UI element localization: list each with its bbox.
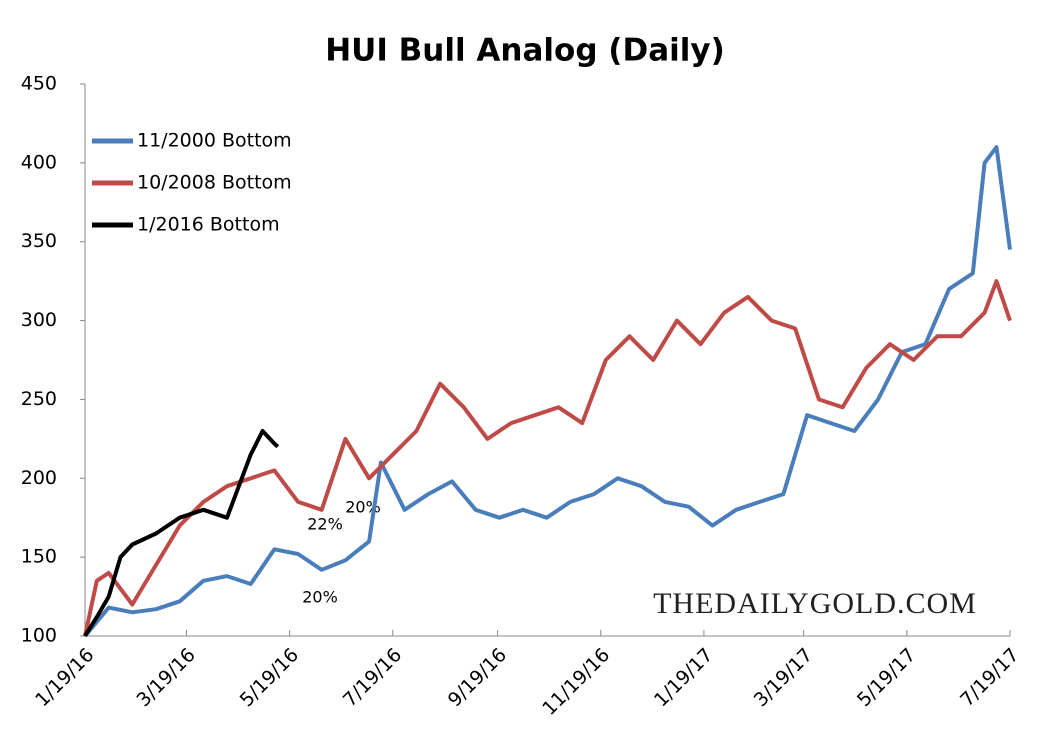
- x-tick-label: 3/19/16: [133, 644, 200, 711]
- x-tick-label: 9/19/16: [444, 644, 511, 711]
- x-tick-label: 7/19/17: [956, 644, 1023, 711]
- chart-title: HUI Bull Analog (Daily): [325, 33, 725, 69]
- y-tick-label: 100: [21, 625, 57, 647]
- x-tick-label: 1/19/17: [650, 644, 717, 711]
- legend-label: 11/2000 Bottom: [137, 130, 292, 152]
- y-tick-label: 450: [21, 73, 57, 95]
- y-tick-label: 400: [21, 151, 57, 173]
- series-line: [83, 429, 280, 638]
- x-tick-label: 1/19/16: [31, 644, 98, 711]
- y-tick-label: 200: [21, 467, 57, 489]
- x-tick-label: 5/19/16: [236, 644, 303, 711]
- annotation: 20%: [302, 588, 338, 607]
- series-line: [83, 145, 1012, 638]
- annotation: 22%: [307, 515, 343, 534]
- legend-label: 10/2008 Bottom: [137, 172, 292, 194]
- y-tick-label: 250: [21, 388, 57, 410]
- legend-label: 1/2016 Bottom: [137, 214, 280, 236]
- x-tick-label: 11/19/16: [538, 644, 614, 720]
- y-tick-label: 350: [21, 230, 57, 252]
- watermark: THEDAILYGOLD.COM: [653, 587, 977, 620]
- y-tick-label: 300: [21, 309, 57, 331]
- series-line: [83, 279, 1012, 637]
- x-tick-label: 5/19/17: [853, 644, 920, 711]
- y-tick-label: 150: [21, 546, 57, 568]
- x-tick-label: 7/19/16: [339, 644, 406, 711]
- x-tick-label: 3/19/17: [750, 644, 817, 711]
